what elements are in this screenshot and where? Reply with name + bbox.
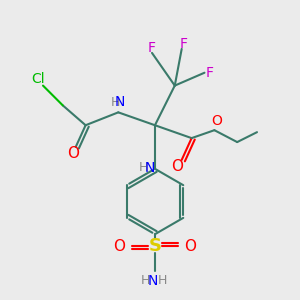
Text: O: O (171, 159, 183, 174)
Text: N: N (115, 95, 125, 110)
Text: F: F (180, 37, 188, 51)
Text: N: N (148, 274, 158, 288)
Text: Cl: Cl (31, 72, 45, 86)
Text: S: S (148, 237, 161, 255)
Text: O: O (184, 238, 196, 253)
Text: H: H (140, 274, 150, 287)
Text: F: F (148, 41, 156, 55)
Text: O: O (67, 146, 79, 161)
Text: H: H (111, 96, 120, 109)
Text: H: H (138, 161, 148, 174)
Text: N: N (145, 161, 155, 175)
Text: H: H (158, 274, 168, 287)
Text: O: O (113, 238, 125, 253)
Text: O: O (211, 114, 222, 128)
Text: F: F (206, 66, 213, 80)
